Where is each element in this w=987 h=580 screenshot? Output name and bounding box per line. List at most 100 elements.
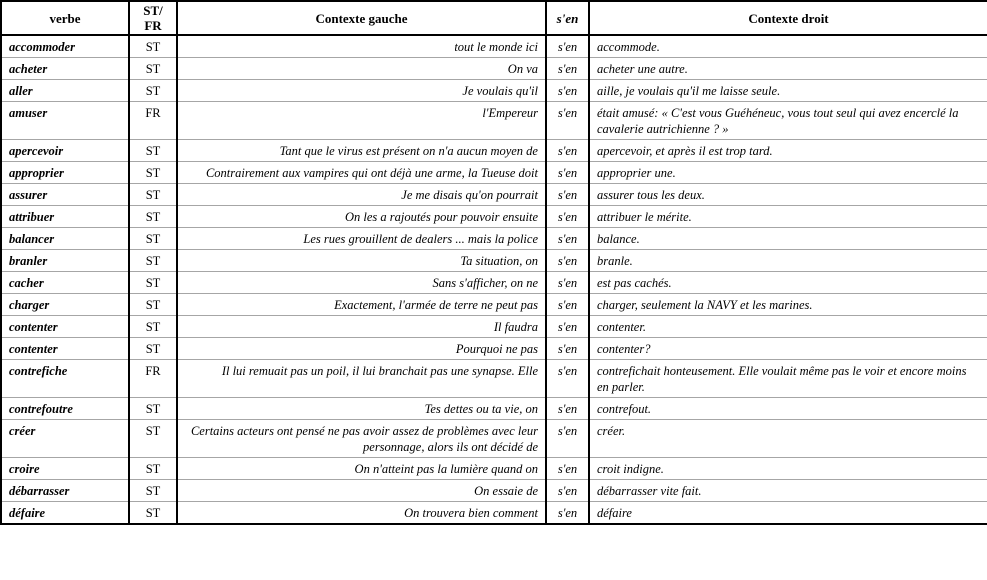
cell-contexte-gauche: On va [176, 57, 547, 80]
cell-contexte-droit: contenter? [588, 337, 987, 360]
cell-sen: s'en [545, 101, 590, 140]
table-row: créer ST Certains acteurs ont pensé ne pas… [0, 419, 987, 458]
cell-contexte-droit: charger, seulement la NAVY et les marine… [588, 293, 987, 316]
cell-verbe: contenter [0, 337, 130, 360]
cell-sen: s'en [545, 249, 590, 272]
header-sen: s'en [545, 1, 590, 36]
cell-st-fr: FR [128, 101, 178, 140]
cell-contexte-gauche: On essaie de [176, 479, 547, 502]
cell-verbe: débarrasser [0, 479, 130, 502]
cell-sen: s'en [545, 419, 590, 458]
cell-st-fr: ST [128, 161, 178, 184]
cell-contexte-gauche: Sans s'afficher, on ne [176, 271, 547, 294]
table-row: amuser FR l'Empereur s'en était amusé: « C'e… [0, 101, 987, 140]
table-body: accommoder ST tout le monde ici s'en accommo… [0, 35, 987, 525]
cell-verbe: charger [0, 293, 130, 316]
cell-contexte-gauche: Il faudra [176, 315, 547, 338]
cell-contexte-gauche: On les a rajoutés pour pouvoir ensuite [176, 205, 547, 228]
table-row: accommoder ST tout le monde ici s'en accommo… [0, 35, 987, 58]
cell-verbe: défaire [0, 501, 130, 525]
cell-st-fr: ST [128, 293, 178, 316]
cell-sen: s'en [545, 35, 590, 58]
cell-contexte-gauche: Je me disais qu'on pourrait [176, 183, 547, 206]
concordance-table: verbe ST/ FR Contexte gauche s'en Contex… [0, 0, 987, 525]
table-header: verbe ST/ FR Contexte gauche s'en Contex… [0, 1, 987, 36]
table-row: assurer ST Je me disais qu'on pourrait s'en… [0, 183, 987, 206]
cell-sen: s'en [545, 183, 590, 206]
cell-verbe: assurer [0, 183, 130, 206]
table-row: attribuer ST On les a rajoutés pour pouvoi… [0, 205, 987, 228]
cell-contexte-droit: accommode. [588, 35, 987, 58]
cell-contexte-gauche: tout le monde ici [176, 35, 547, 58]
cell-contexte-gauche: Ta situation, on [176, 249, 547, 272]
cell-contexte-gauche: Il lui remuait pas un poil, il lui branc… [176, 359, 547, 398]
cell-st-fr: ST [128, 249, 178, 272]
cell-contexte-droit: défaire [588, 501, 987, 525]
cell-st-fr: ST [128, 397, 178, 420]
cell-st-fr: ST [128, 57, 178, 80]
cell-contexte-droit: apercevoir, et après il est trop tard. [588, 139, 987, 162]
cell-st-fr: ST [128, 227, 178, 250]
cell-st-fr: ST [128, 479, 178, 502]
cell-sen: s'en [545, 139, 590, 162]
cell-verbe: attribuer [0, 205, 130, 228]
table-row: charger ST Exactement, l'armée de terre ne… [0, 293, 987, 316]
cell-contexte-droit: contenter. [588, 315, 987, 338]
cell-sen: s'en [545, 161, 590, 184]
cell-verbe: branler [0, 249, 130, 272]
cell-sen: s'en [545, 337, 590, 360]
cell-st-fr: ST [128, 79, 178, 102]
table-row: cacher ST Sans s'afficher, on ne s'en est pa… [0, 271, 987, 294]
cell-sen: s'en [545, 479, 590, 502]
cell-contexte-droit: aille, je voulais qu'il me laisse seule. [588, 79, 987, 102]
cell-contexte-gauche: Tant que le virus est présent on n'a auc… [176, 139, 547, 162]
cell-contexte-droit: attribuer le mérite. [588, 205, 987, 228]
cell-st-fr: ST [128, 315, 178, 338]
cell-contexte-droit: croit indigne. [588, 457, 987, 480]
cell-st-fr: ST [128, 337, 178, 360]
cell-verbe: contrefiche [0, 359, 130, 398]
cell-verbe: contenter [0, 315, 130, 338]
cell-sen: s'en [545, 57, 590, 80]
table-row: croire ST On n'atteint pas la lumière quan… [0, 457, 987, 480]
cell-st-fr: ST [128, 501, 178, 525]
cell-st-fr: ST [128, 139, 178, 162]
cell-verbe: contrefoutre [0, 397, 130, 420]
cell-sen: s'en [545, 271, 590, 294]
table-row: débarrasser ST On essaie de s'en débarrasser… [0, 479, 987, 502]
cell-verbe: apercevoir [0, 139, 130, 162]
cell-sen: s'en [545, 79, 590, 102]
cell-sen: s'en [545, 293, 590, 316]
cell-contexte-droit: débarrasser vite fait. [588, 479, 987, 502]
header-verbe: verbe [0, 1, 130, 36]
cell-st-fr: ST [128, 183, 178, 206]
cell-verbe: aller [0, 79, 130, 102]
table-row: balancer ST Les rues grouillent de dealers… [0, 227, 987, 250]
cell-sen: s'en [545, 397, 590, 420]
cell-contexte-droit: est pas cachés. [588, 271, 987, 294]
cell-contexte-gauche: Tes dettes ou ta vie, on [176, 397, 547, 420]
header-st-fr: ST/ FR [128, 1, 178, 36]
cell-verbe: créer [0, 419, 130, 458]
cell-sen: s'en [545, 359, 590, 398]
cell-contexte-gauche: Je voulais qu'il [176, 79, 547, 102]
cell-contexte-gauche: On trouvera bien comment [176, 501, 547, 525]
cell-st-fr: ST [128, 457, 178, 480]
header-row: verbe ST/ FR Contexte gauche s'en Contex… [0, 1, 987, 36]
cell-verbe: cacher [0, 271, 130, 294]
cell-contexte-droit: balance. [588, 227, 987, 250]
cell-contexte-gauche: Exactement, l'armée de terre ne peut pas [176, 293, 547, 316]
table-row: contrefoutre ST Tes dettes ou ta vie, on s'… [0, 397, 987, 420]
cell-verbe: croire [0, 457, 130, 480]
table-row: branler ST Ta situation, on s'en branle. [0, 249, 987, 272]
cell-sen: s'en [545, 315, 590, 338]
table-row: contenter ST Il faudra s'en contenter. [0, 315, 987, 338]
cell-st-fr: ST [128, 419, 178, 458]
cell-contexte-gauche: Certains acteurs ont pensé ne pas avoir … [176, 419, 547, 458]
table-row: acheter ST On va s'en acheter une autre. [0, 57, 987, 80]
cell-contexte-gauche: Les rues grouillent de dealers ... mais … [176, 227, 547, 250]
cell-contexte-droit: créer. [588, 419, 987, 458]
cell-st-fr: FR [128, 359, 178, 398]
cell-contexte-droit: branle. [588, 249, 987, 272]
cell-contexte-gauche: Pourquoi ne pas [176, 337, 547, 360]
